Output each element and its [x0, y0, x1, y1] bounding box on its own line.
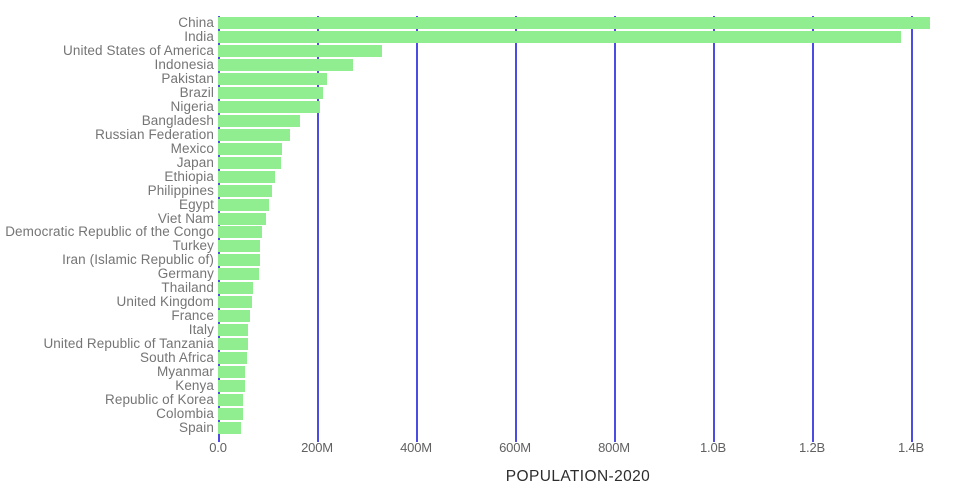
gridline-200M	[316, 16, 319, 435]
tick-label-800M: 800M	[598, 440, 630, 455]
tick-mark-1.0B	[712, 435, 715, 442]
category-label-ethiopia: Ethiopia	[164, 168, 214, 184]
bar-democratic-republic-of-the-congo	[218, 226, 263, 239]
tick-label-600M: 600M	[499, 440, 531, 455]
bar-pakistan	[218, 72, 328, 85]
gridline-1.2B	[811, 16, 814, 435]
bar-viet-nam	[218, 212, 267, 225]
bar-turkey	[218, 240, 260, 253]
category-label-germany: Germany	[157, 266, 214, 282]
category-label-united-republic-of-tanzania: United Republic of Tanzania	[43, 336, 214, 352]
tick-label-1.2B: 1.2B	[799, 440, 825, 455]
category-label-brazil: Brazil	[179, 84, 214, 100]
category-label-indonesia: Indonesia	[154, 56, 214, 72]
category-label-iran-islamic-republic-of-: Iran (Islamic Republic of)	[62, 252, 214, 268]
tick-mark-0.0	[217, 435, 220, 442]
plot-area	[217, 16, 960, 435]
bar-nigeria	[218, 100, 321, 113]
gridline-0.0	[217, 16, 220, 435]
tick-label-1.0B: 1.0B	[700, 440, 726, 455]
tick-label-200M: 200M	[301, 440, 333, 455]
category-label-philippines: Philippines	[147, 182, 214, 198]
category-label-republic-of-korea: Republic of Korea	[104, 392, 214, 408]
category-label-italy: Italy	[188, 322, 214, 338]
bar-colombia	[218, 408, 244, 421]
category-label-spain: Spain	[178, 420, 214, 436]
tick-mark-200M	[316, 435, 319, 442]
category-label-mexico: Mexico	[170, 140, 214, 156]
bar-kenya	[218, 380, 245, 393]
category-label-thailand: Thailand	[161, 280, 214, 296]
bar-brazil	[218, 86, 324, 99]
gridline-1.0B	[712, 16, 715, 435]
bar-ethiopia	[218, 170, 275, 183]
category-label-nigeria: Nigeria	[170, 98, 214, 114]
category-label-india: India	[184, 28, 214, 44]
gridline-1.4B	[910, 16, 913, 435]
category-label-russian-federation: Russian Federation	[95, 126, 214, 142]
bar-iran-islamic-republic-of-	[218, 254, 260, 267]
category-label-democratic-republic-of-the-congo: Democratic Republic of the Congo	[5, 224, 214, 240]
category-label-pakistan: Pakistan	[161, 70, 214, 86]
tick-label-0.0: 0.0	[209, 440, 227, 455]
bar-united-kingdom	[218, 296, 252, 309]
tick-mark-800M	[613, 435, 616, 442]
gridline-800M	[613, 16, 616, 435]
bar-india	[218, 30, 902, 43]
bar-bangladesh	[218, 114, 300, 127]
bar-germany	[218, 268, 260, 281]
tick-mark-1.4B	[910, 435, 913, 442]
bar-egypt	[218, 198, 269, 211]
category-label-united-states-of-america: United States of America	[63, 42, 214, 58]
bar-united-states-of-america	[218, 44, 382, 57]
bar-united-republic-of-tanzania	[218, 338, 248, 351]
category-label-viet-nam: Viet Nam	[157, 210, 214, 226]
bar-indonesia	[218, 58, 354, 71]
category-label-colombia: Colombia	[156, 406, 214, 422]
bar-south-africa	[218, 352, 248, 365]
gridline-400M	[415, 16, 418, 435]
bar-republic-of-korea	[218, 394, 244, 407]
tick-label-1.4B: 1.4B	[898, 440, 924, 455]
bar-france	[218, 310, 251, 323]
tick-mark-600M	[514, 435, 517, 442]
category-label-turkey: Turkey	[172, 238, 214, 254]
tick-mark-1.2B	[811, 435, 814, 442]
x-axis-title: POPULATION-2020	[505, 468, 651, 485]
category-label-china: China	[178, 14, 214, 30]
bar-mexico	[218, 142, 282, 155]
bar-russian-federation	[218, 128, 291, 141]
bar-italy	[218, 324, 248, 337]
bar-philippines	[218, 184, 273, 197]
category-label-egypt: Egypt	[178, 196, 214, 212]
category-label-france: France	[171, 308, 214, 324]
category-label-south-africa: South Africa	[140, 350, 214, 366]
category-label-bangladesh: Bangladesh	[141, 112, 214, 128]
category-label-japan: Japan	[176, 154, 214, 170]
tick-label-400M: 400M	[400, 440, 432, 455]
category-label-kenya: Kenya	[175, 378, 214, 394]
category-label-myanmar: Myanmar	[157, 364, 214, 380]
tick-mark-400M	[415, 435, 418, 442]
bar-china	[218, 16, 931, 29]
category-label-united-kingdom: United Kingdom	[116, 294, 214, 310]
bar-spain	[218, 422, 242, 435]
bar-myanmar	[218, 366, 245, 379]
bar-japan	[218, 156, 281, 169]
bar-thailand	[218, 282, 253, 295]
gridline-600M	[514, 16, 517, 435]
